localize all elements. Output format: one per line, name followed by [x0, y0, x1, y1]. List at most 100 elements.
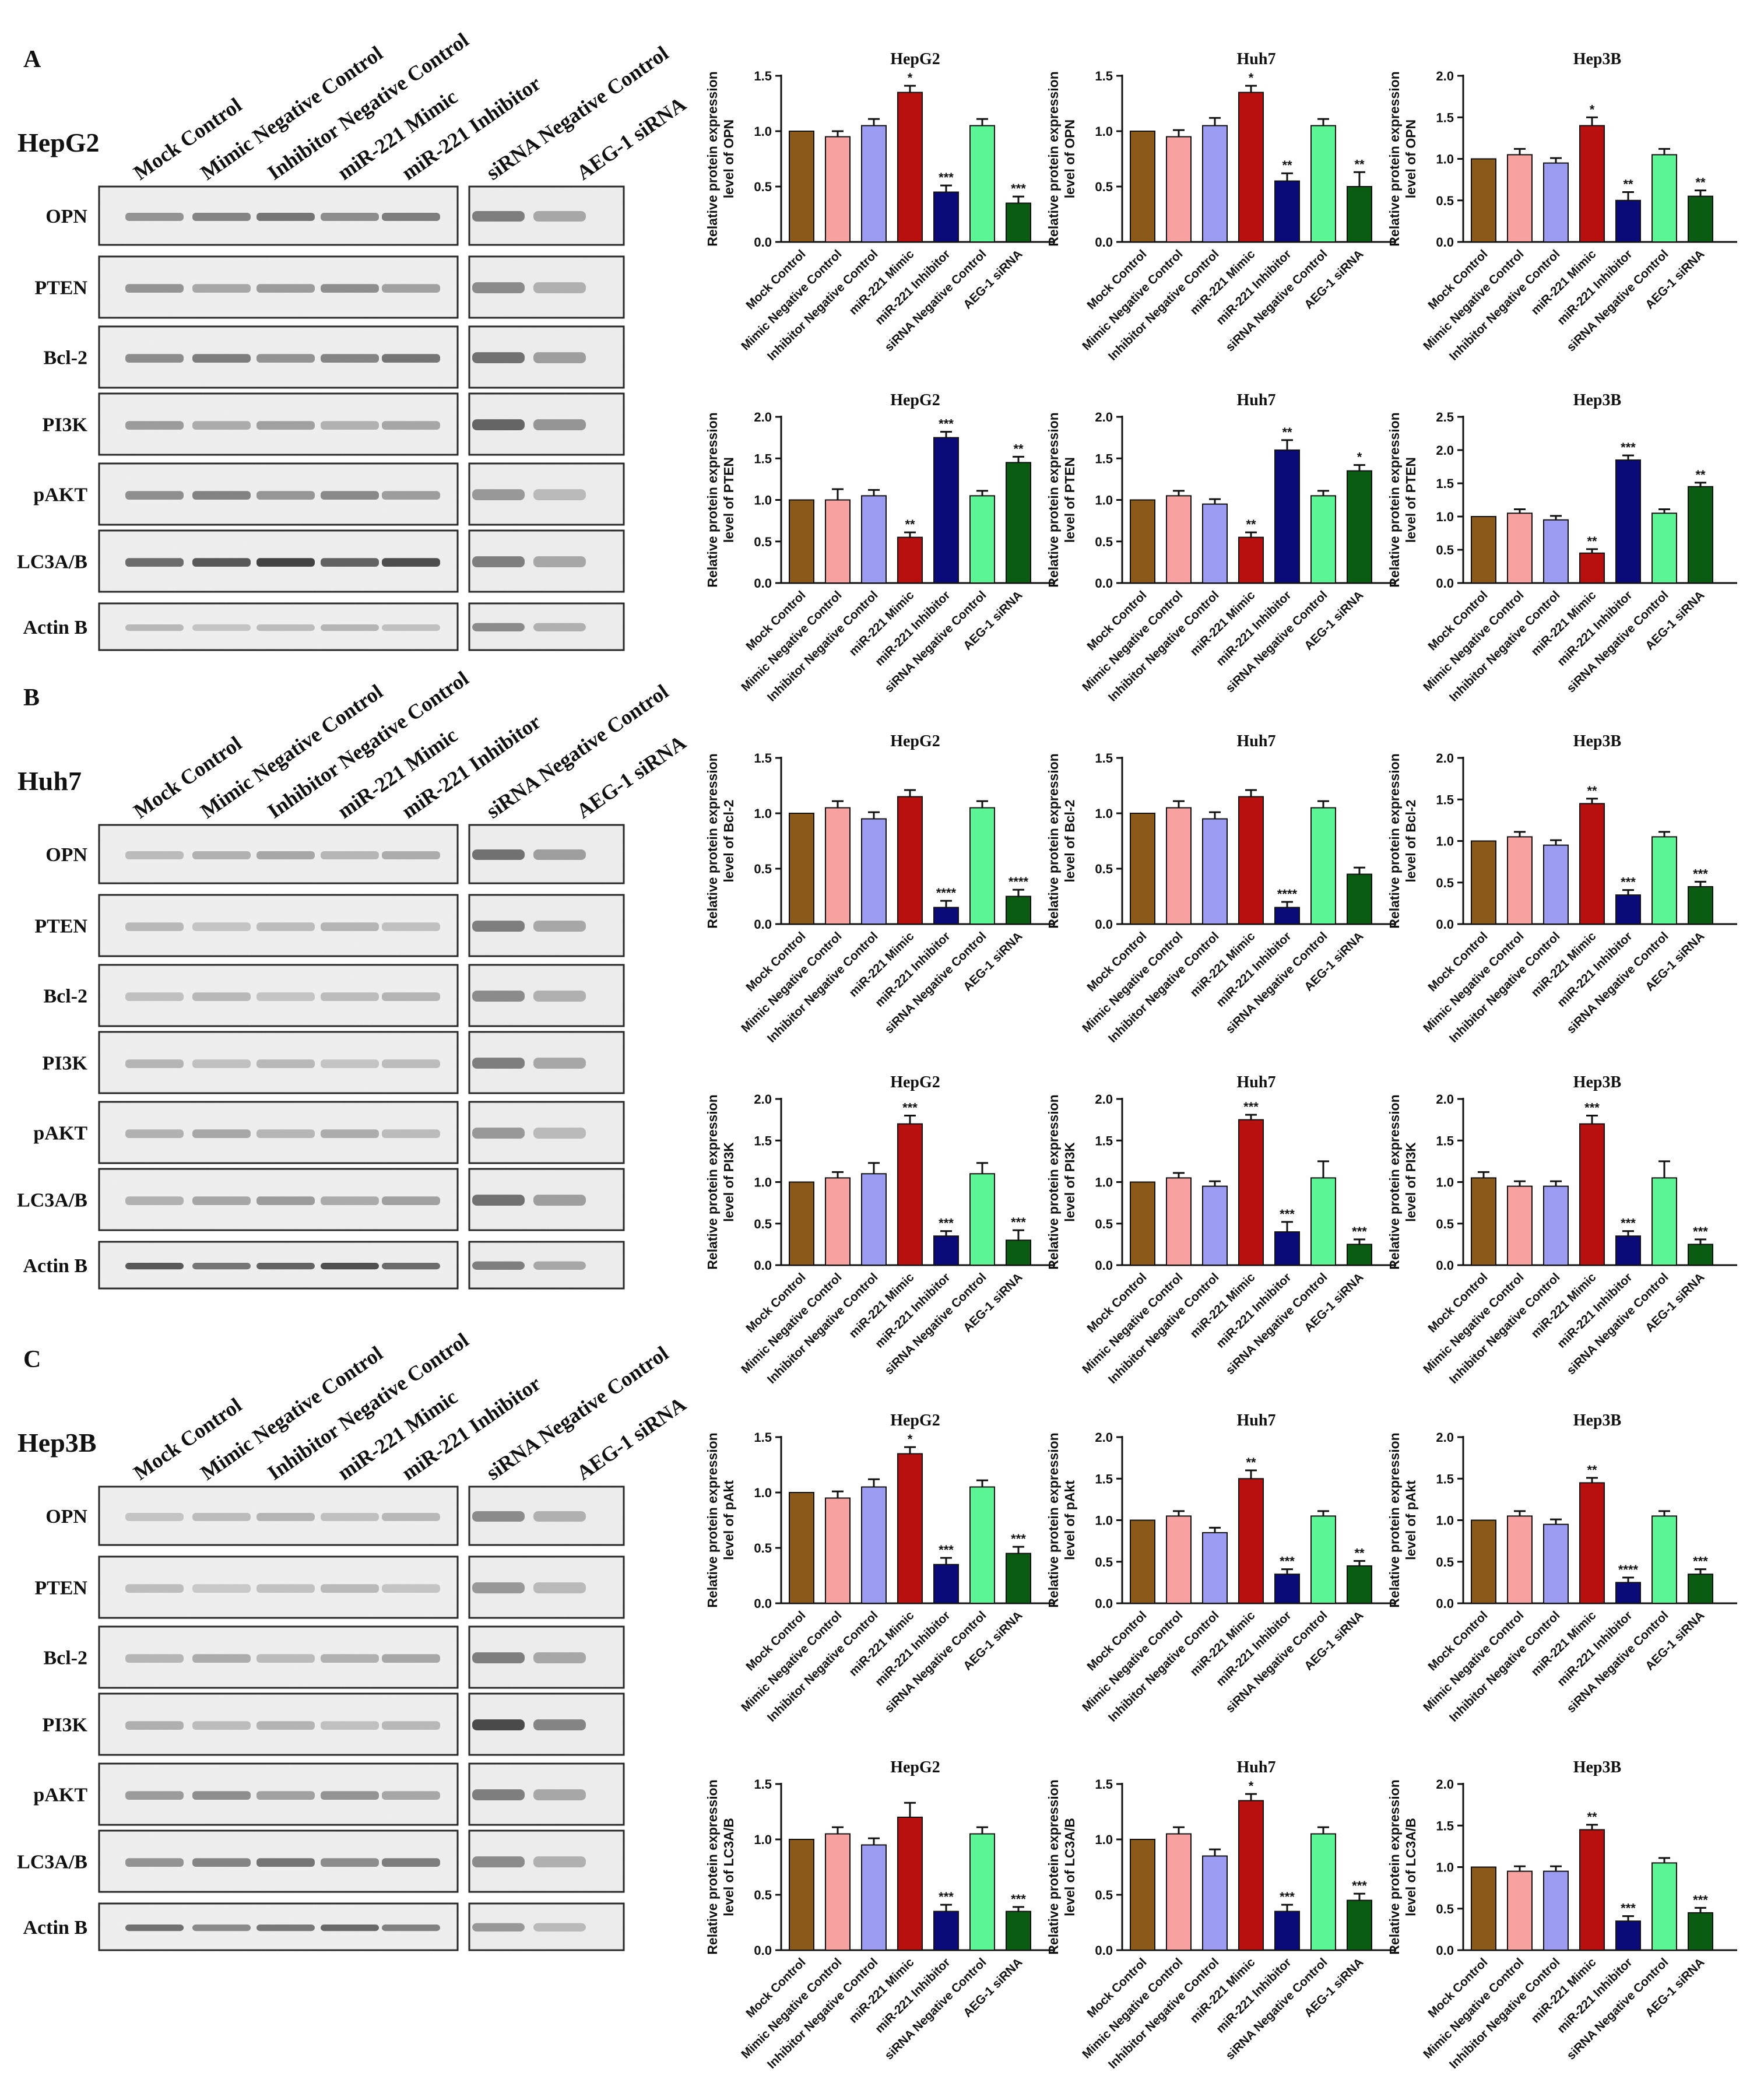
y-tick-label: 2.0: [1095, 1430, 1113, 1445]
bar-sirna-negative-control: [1310, 1515, 1336, 1604]
protein-band: [125, 922, 184, 931]
protein-band: [533, 1652, 586, 1663]
protein-band: [125, 1584, 184, 1593]
protein-band: [192, 1584, 251, 1593]
y-axis-label: level of Bcl-2: [721, 800, 736, 883]
bar-mir-221-mimic: [1238, 1119, 1264, 1266]
y-tick-label: 0.0: [1095, 1596, 1113, 1611]
significance-marker: **: [1013, 441, 1024, 456]
bar-mir-221-inhibitor: [933, 437, 959, 584]
bar-mir-221-inhibitor: [933, 1235, 959, 1266]
x-tick-label: miR-221 Mimic: [1187, 1609, 1257, 1678]
bar-aeg-1-sirna: [1006, 202, 1031, 243]
protein-band: [321, 558, 379, 567]
protein-band: [533, 556, 586, 567]
y-axis-label: level of pAkt: [1062, 1480, 1077, 1560]
chart-title: Hep3B: [1573, 1411, 1621, 1430]
y-tick-label: 0.0: [1095, 235, 1113, 250]
protein-band: [382, 1196, 440, 1205]
marker-label: Bcl-2: [43, 347, 87, 369]
bar-mock-control: [789, 1492, 814, 1604]
bar-chart-hepg2-pi3k: HepG2 Relative protein expression level of…: [705, 1073, 1055, 1386]
protein-band: [472, 849, 525, 860]
y-tick-label: 2.0: [1436, 751, 1454, 765]
protein-band: [321, 284, 379, 293]
bar-chart-hepg2-lc3ab: HepG2 Relative protein expression level of…: [705, 1758, 1055, 2071]
protein-band: [256, 1263, 315, 1270]
protein-band: [382, 1654, 440, 1663]
blot-strip-main: [98, 462, 459, 526]
y-tick-label: 0.0: [1095, 917, 1113, 932]
y-tick-label: 0.0: [754, 576, 772, 591]
y-tick-label: 0.0: [1436, 1596, 1454, 1611]
bar-mir-221-mimic: [897, 536, 923, 584]
protein-band: [382, 922, 440, 931]
y-tick-label: 1.0: [754, 806, 772, 821]
y-tick-label: 1.5: [1095, 1777, 1113, 1792]
protein-band: [192, 1513, 251, 1521]
x-tick-label: miR-221 Mimic: [1528, 929, 1598, 999]
bar-inhibitor-negative-control: [861, 495, 887, 584]
protein-band: [321, 1721, 379, 1730]
significance-marker: *: [1590, 102, 1595, 117]
y-tick-label: 1.5: [754, 751, 772, 765]
protein-band: [321, 213, 379, 221]
bar-mir-221-inhibitor: [1615, 1235, 1641, 1266]
bar-chart-hep3b-pakt: Hep3B Relative protein expression level of…: [1387, 1411, 1737, 1725]
significance-marker: ***: [939, 1216, 954, 1231]
y-tick-label: 2.0: [754, 410, 772, 424]
marker-label: Actin B: [23, 617, 88, 638]
marker-label: PTEN: [34, 1578, 87, 1599]
chart-title: Huh7: [1237, 1411, 1276, 1430]
cell-line-label: Huh7: [17, 766, 82, 796]
y-tick-label: 0.0: [754, 1943, 772, 1958]
protein-band: [192, 284, 251, 293]
protein-band: [125, 558, 184, 567]
bar-sirna-negative-control: [969, 807, 995, 925]
bar-aeg-1-sirna: [1347, 873, 1372, 925]
y-tick-label: 0.5: [1095, 1888, 1113, 1902]
blot-strip-sirna: [468, 1692, 625, 1756]
protein-band: [256, 624, 315, 631]
protein-band: [321, 1858, 379, 1867]
marker-label: pAKT: [33, 1123, 87, 1144]
bar-inhibitor-negative-control: [861, 1173, 887, 1266]
y-axis-label: Relative protein expression: [705, 1779, 720, 1954]
x-tick-label: miR-221 Mimic: [846, 1955, 916, 2025]
y-tick-label: 1.5: [1095, 69, 1113, 83]
bar-mimic-negative-control: [825, 1177, 851, 1266]
marker-label: Bcl-2: [43, 986, 87, 1007]
chart-title: HepG2: [890, 1758, 940, 1776]
bar-mir-221-mimic: [897, 92, 923, 243]
bar-mock-control: [1471, 840, 1496, 925]
bar-mir-221-mimic: [1238, 796, 1264, 925]
y-axis-label: level of PTEN: [1403, 457, 1418, 543]
chart-title: Huh7: [1237, 1073, 1276, 1091]
bar-sirna-negative-control: [1651, 1515, 1677, 1604]
protein-band: [321, 624, 379, 631]
blot-strip-sirna: [468, 462, 625, 526]
protein-band: [192, 354, 251, 363]
chart-title: HepG2: [890, 1073, 940, 1091]
bar-inhibitor-negative-control: [861, 1844, 887, 1951]
y-axis-label: level of OPN: [721, 120, 736, 198]
protein-band: [472, 211, 525, 222]
marker-label: pAKT: [33, 1785, 87, 1806]
bar-chart-hepg2-pakt: HepG2 Relative protein expression level of…: [705, 1411, 1055, 1725]
protein-band: [256, 1654, 315, 1663]
bar-mir-221-mimic: [1238, 92, 1264, 243]
significance-marker: ***: [1011, 181, 1026, 196]
protein-band: [125, 354, 184, 363]
significance-marker: ***: [1621, 1216, 1636, 1231]
bar-inhibitor-negative-control: [1202, 503, 1228, 584]
protein-band: [256, 1721, 315, 1730]
bar-mock-control: [789, 813, 814, 925]
bar-mir-221-inhibitor: [1274, 180, 1300, 243]
significance-marker: **: [1587, 534, 1597, 549]
protein-band: [125, 1129, 184, 1138]
marker-label: OPN: [45, 844, 87, 866]
protein-band: [382, 1925, 440, 1932]
y-tick-label: 0.5: [1095, 180, 1113, 194]
protein-band: [533, 991, 586, 1002]
marker-label: PTEN: [34, 278, 87, 299]
